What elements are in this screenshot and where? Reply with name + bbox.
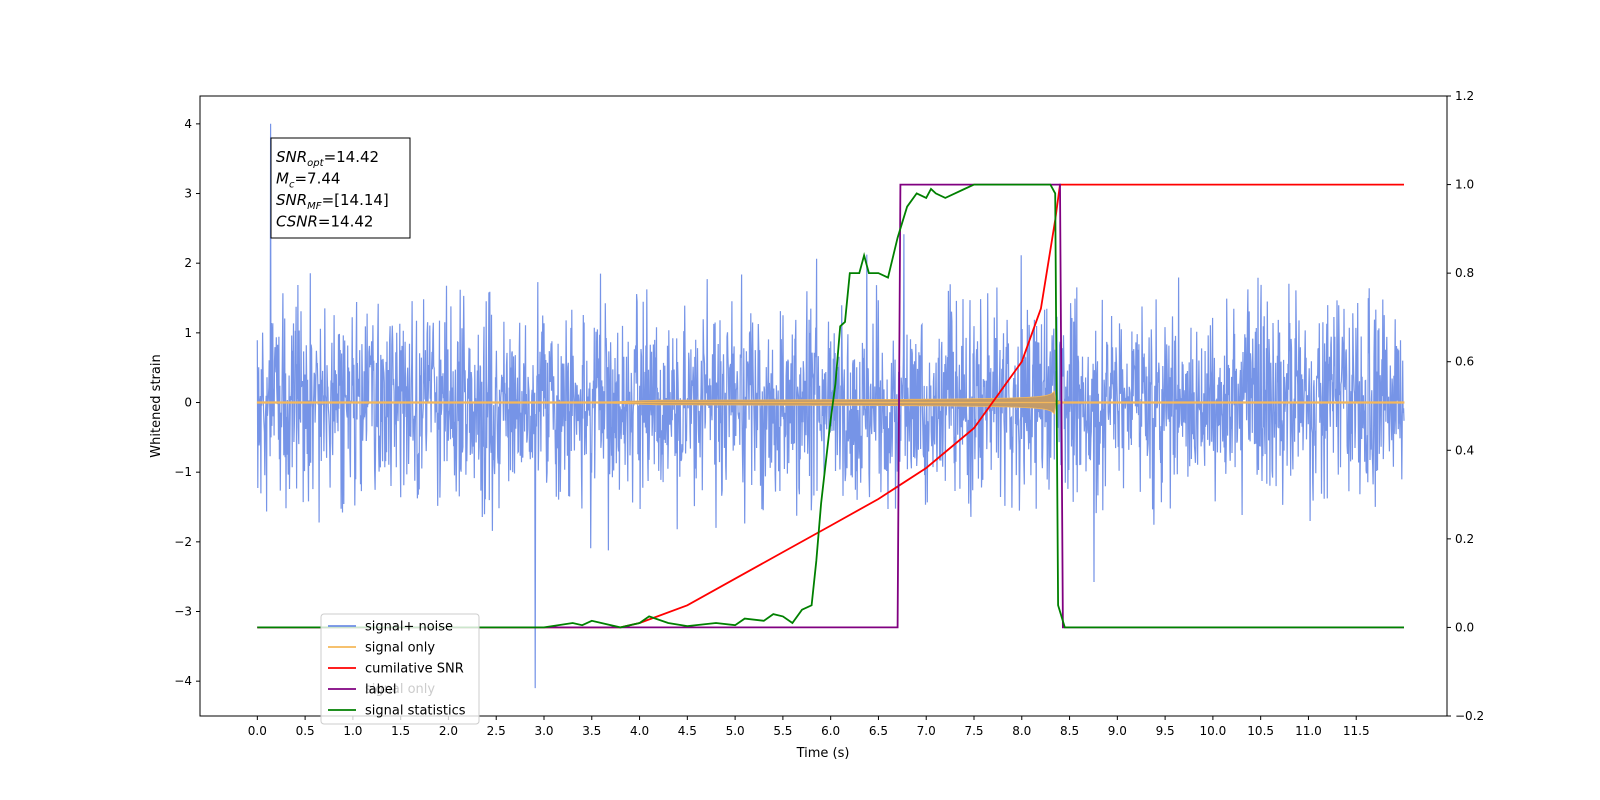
series-layer: [256, 123, 1405, 689]
y-left-tick-label: −4: [174, 674, 192, 688]
series-signal-statistics: [257, 183, 1404, 629]
annotation-line: CSNR=14.42: [276, 213, 373, 231]
y-left-tick-label: −2: [174, 535, 192, 549]
x-tick-label: 7.0: [917, 724, 936, 738]
annotation-box-frame: [270, 137, 411, 239]
legend-label: signal+ noise: [365, 620, 453, 635]
x-tick-label: 4.5: [678, 724, 697, 738]
series-cumilative-snr: [257, 183, 1404, 629]
x-tick-label: 8.5: [1060, 724, 1079, 738]
legend-label-ghost: signal only: [365, 682, 435, 697]
annotation-line: SNRMF=[14.14]: [276, 191, 389, 212]
x-tick-label: 8.0: [1012, 724, 1031, 738]
legend-frame: [320, 613, 480, 725]
y-axis-left: 4 3 2 1 0 −1 −2 −3 −4: [174, 117, 200, 688]
x-tick-label: 3.5: [582, 724, 601, 738]
x-tick-label: 7.5: [964, 724, 983, 738]
y-axis-right: 1.2 1.0 0.8 0.6 0.4 0.2 0.0 −0.2: [1447, 89, 1484, 723]
x-tick-label: 4.0: [630, 724, 649, 738]
x-tick-label: 9.0: [1108, 724, 1127, 738]
y-right-tick-label: 0.8: [1455, 266, 1474, 280]
x-tick-label: 6.0: [821, 724, 840, 738]
metrics-annotation-box: SNRopt=14.42Mc=7.44SNRMF=[14.14]CSNR=14.…: [270, 137, 411, 239]
x-axis: 0.0 0.5 1.0 1.5 2.0 2.5 3.0 3.5 4.0 4.5 5.0 5.5 6.0 6…: [248, 716, 1370, 738]
x-tick-label: 6.5: [869, 724, 888, 738]
plot-frame: [199, 95, 1448, 717]
legend-label: signal only: [365, 641, 435, 656]
y-left-tick-label: 1: [184, 326, 192, 340]
y-right-tick-label: 0.2: [1455, 532, 1474, 546]
x-tick-label: 11.5: [1343, 724, 1370, 738]
y-right-tick-label: 0.0: [1455, 620, 1474, 634]
legend-label: cumilative SNR: [365, 662, 464, 677]
x-tick-label: 0.5: [296, 724, 315, 738]
x-tick-label: 10.0: [1200, 724, 1227, 738]
y-right-tick-label: 0.6: [1455, 355, 1474, 369]
x-tick-label: 0.0: [248, 724, 267, 738]
x-tick-label: 9.5: [1156, 724, 1175, 738]
legend: signal only signal+ noise signal only cumil…: [320, 613, 480, 725]
legend-label: signal statistics: [365, 704, 466, 719]
x-tick-label: 11.0: [1295, 724, 1322, 738]
y-right-tick-label: −0.2: [1455, 709, 1484, 723]
y-left-tick-label: −3: [174, 605, 192, 619]
annotation-line: SNRopt=14.42: [276, 148, 379, 169]
x-tick-label: 3.0: [534, 724, 553, 738]
x-tick-label: 1.0: [343, 724, 362, 738]
y-left-tick-label: 3: [184, 187, 192, 201]
x-tick-label: 2.0: [439, 724, 458, 738]
series-signal-plus-noise: [256, 123, 1405, 689]
legend-label: label: [365, 683, 396, 698]
x-axis-label: Time (s): [796, 746, 850, 761]
y-left-tick-label: 2: [184, 256, 192, 270]
y-left-tick-label: 4: [184, 117, 192, 131]
y-left-tick-label: −1: [174, 465, 192, 479]
y-left-tick-label: 0: [184, 396, 192, 410]
y-axis-label-left: Whitened strain: [149, 354, 164, 457]
x-tick-label: 10.5: [1247, 724, 1274, 738]
y-right-tick-label: 0.4: [1455, 443, 1474, 457]
y-right-tick-label: 1.2: [1455, 89, 1474, 103]
annotation-line: Mc=7.44: [276, 170, 340, 191]
x-tick-label: 2.5: [487, 724, 506, 738]
x-tick-label: 1.5: [391, 724, 410, 738]
x-tick-label: 5.0: [726, 724, 745, 738]
x-tick-label: 5.5: [773, 724, 792, 738]
y-right-tick-label: 1.0: [1455, 178, 1474, 192]
